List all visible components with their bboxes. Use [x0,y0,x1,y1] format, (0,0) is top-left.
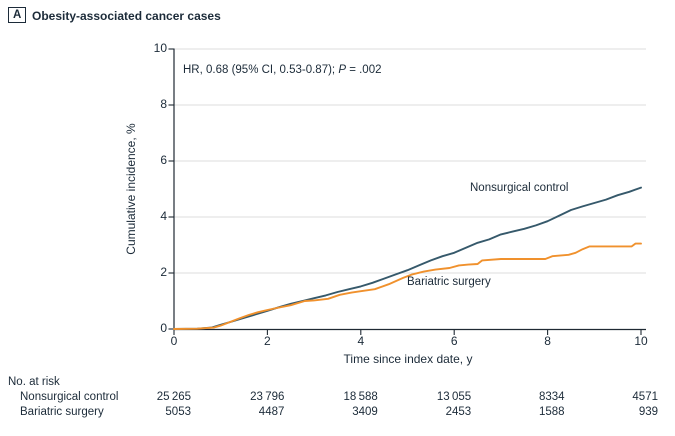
y-tick-label: 4 [160,209,167,223]
p-symbol: P [338,64,346,76]
risk-value: 23 796 [250,391,285,403]
panel-letter-badge: A [8,7,27,23]
x-tick-label: 6 [450,334,458,348]
y-tick-label: 2 [160,265,167,279]
hr-annotation: HR, 0.68 (95% CI, 0.53-0.87); P = .002 [183,64,382,76]
curve-label-bariatric-surgery: Bariatric surgery [407,276,491,288]
y-tick-label: 0 [160,321,167,335]
risk-value: 18 588 [343,391,378,403]
y-axis-title: Cumulative incidence, % [124,123,138,255]
risk-value: 4487 [258,406,285,418]
x-tick-label: 0 [170,334,178,348]
risk-table-heading: No. at risk [8,376,60,388]
risk-value: 3409 [352,406,378,418]
risk-row-label-nonsurgical: Nonsurgical control [20,391,119,403]
y-tick-label: 10 [153,41,167,55]
y-tick-label: 6 [160,153,167,167]
x-tick-label: 4 [357,334,365,348]
x-tick-label: 2 [264,334,271,348]
risk-value: 1588 [539,406,565,418]
risk-value: 25 265 [156,391,191,403]
risk-value: 13 055 [436,391,472,403]
x-tick-label: 10 [634,334,648,348]
p-value: = .002 [346,64,382,76]
y-tick-label: 8 [160,97,167,111]
risk-row-label-bariatric: Bariatric surgery [20,406,104,418]
curve-label-nonsurgical-control: Nonsurgical control [470,182,569,194]
curve-nonsurgical-control [173,186,642,330]
panel-title: Obesity-associated cancer cases [32,9,221,23]
risk-value: 939 [638,406,658,418]
risk-value: 2453 [445,406,472,418]
risk-value: 4571 [632,391,658,403]
hr-annotation-stat: HR, 0.68 (95% CI, 0.53-0.87); [183,64,339,76]
x-axis-title: Time since index date, y [343,352,473,366]
curve-bariatric-surgery [173,242,642,330]
risk-value: 5053 [165,406,191,418]
risk-value: 8334 [539,391,565,403]
x-tick-label: 8 [544,334,551,348]
